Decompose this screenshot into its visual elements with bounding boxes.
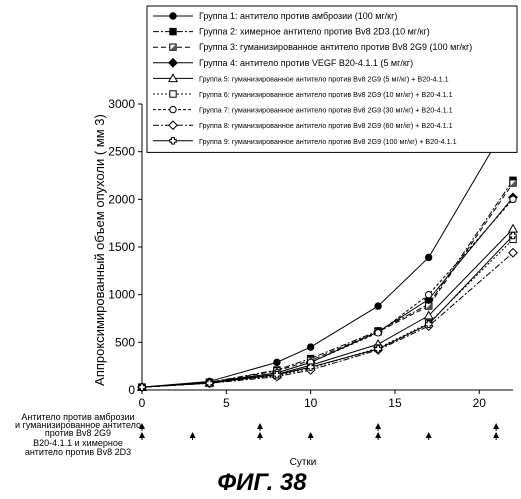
dosing-label-line: против Bv8 2G9 (45, 428, 111, 438)
legend-marker (170, 44, 176, 50)
data-point (274, 359, 280, 365)
legend-item-3: Группа 3: гуманизированное антитело прот… (153, 42, 472, 52)
x-tick-label: 20 (473, 396, 487, 410)
series-9 (139, 232, 516, 390)
legend-label: Группа 7: гуманизированное антитело прот… (199, 106, 453, 115)
legend-label: Группа 8: гуманизированное антитело прот… (199, 121, 453, 130)
x-tick-label: 5 (223, 396, 230, 410)
y-tick-label: 0 (128, 383, 135, 397)
legend-item-9: Группа 9: гуманизированное антитело прот… (153, 137, 457, 146)
data-point (510, 196, 516, 202)
legend-marker (170, 28, 176, 34)
legend-label: Группа 2: химерное антитело против Bv8 2… (199, 27, 430, 37)
y-tick-label: 2500 (108, 145, 135, 159)
series-line (142, 114, 513, 387)
y-tick-label: 1500 (108, 240, 135, 254)
legend-label: Группа 5: гуманизированное антитело прот… (199, 74, 449, 83)
legend-label: Группа 4: антитело против VEGF B20-4.1.1… (199, 58, 413, 68)
legend: Группа 1: антитело против амброзии (100 … (147, 6, 517, 152)
data-point (307, 344, 313, 350)
data-point (375, 330, 381, 336)
data-point (425, 254, 431, 260)
legend-marker (170, 91, 176, 97)
series-line (142, 229, 513, 387)
series-8 (138, 249, 517, 392)
series-group (138, 111, 517, 391)
series-line (142, 197, 513, 387)
series-3 (139, 180, 516, 390)
figure-label: ФИГ. 38 (217, 469, 307, 496)
dosing-row-1: Антитело против амброзиии гуманизированн… (15, 412, 499, 438)
x-tick-label: 10 (304, 396, 318, 410)
legend-label: Группа 3: гуманизированное антитело прот… (199, 42, 472, 52)
data-point (509, 225, 517, 232)
x-tick-label: 0 (139, 396, 146, 410)
series-line (142, 180, 513, 387)
dosing-schedule: Антитело против амброзиии гуманизированн… (15, 412, 499, 457)
data-point (510, 180, 516, 186)
legend-marker (170, 13, 176, 19)
data-point (425, 291, 431, 297)
series-line (142, 253, 513, 387)
series-line (142, 236, 513, 388)
dosing-label-line: антитело против Bv8 2D3 (25, 447, 131, 457)
legend-marker (170, 106, 176, 112)
legend-label: Группа 1: антитело против амброзии (100 … (199, 11, 397, 21)
y-tick-label: 3000 (108, 97, 135, 111)
legend-label: Группа 9: гуманизированное антитело прот… (199, 137, 457, 146)
data-point (509, 249, 517, 257)
legend-label: Группа 6: гуманизированное антитело прот… (199, 90, 453, 99)
series-7 (139, 196, 516, 390)
y-tick-label: 1000 (108, 288, 135, 302)
series-line (142, 183, 513, 387)
x-axis-label: Сутки (290, 457, 317, 468)
y-tick-label: 500 (115, 335, 135, 349)
series-1 (139, 111, 516, 390)
y-tick-label: 2000 (108, 192, 135, 206)
x-tick-label: 15 (388, 396, 402, 410)
series-5 (138, 225, 517, 391)
series-line (142, 199, 513, 387)
y-axis-label: Аппроксимированный объем опухоли ( мм 3) (92, 114, 107, 386)
data-point (375, 303, 381, 309)
